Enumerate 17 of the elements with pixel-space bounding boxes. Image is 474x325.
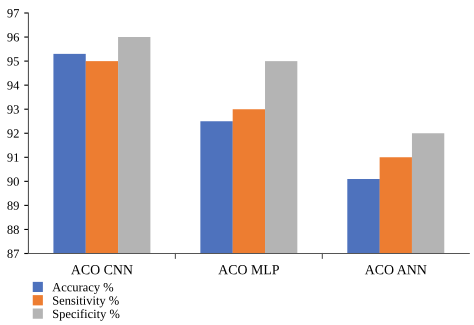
y-tick-label: 97 — [7, 9, 20, 18]
y-tick-label: 96 — [7, 33, 20, 42]
y-tick-label: 89 — [7, 201, 19, 210]
y-tick-label: 94 — [7, 81, 20, 90]
x-tick-label: ACO ANN — [364, 265, 427, 274]
y-tick-label: 88 — [7, 225, 19, 234]
y-tick-label: 95 — [7, 57, 19, 66]
y-tick-label: 91 — [7, 153, 19, 162]
y-tick-label: 93 — [7, 105, 19, 114]
legend-label: Sensitivity % — [53, 296, 119, 308]
y-tick-label: 92 — [7, 129, 19, 138]
legend-label: Accuracy % — [52, 282, 114, 294]
legend-label: Specificity % — [53, 309, 120, 321]
x-tick-label: ACO CNN — [70, 265, 133, 274]
y-tick-label: 90 — [7, 177, 19, 186]
y-tick-label: 87 — [7, 250, 20, 258]
x-tick-label: ACO MLP — [218, 265, 279, 274]
